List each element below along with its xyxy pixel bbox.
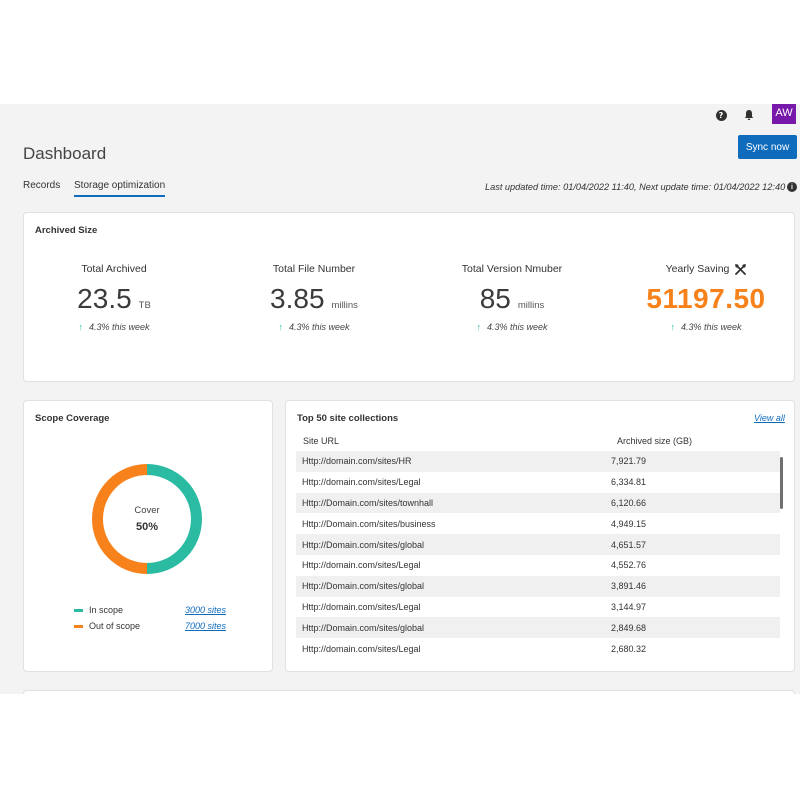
arrow-up-icon: ↑ bbox=[670, 322, 675, 332]
scope-donut-chart bbox=[92, 464, 202, 574]
legend-out-of-scope: Out of scope 7000 sites bbox=[74, 621, 234, 631]
table-row[interactable]: Http://Domain.com/sites/business 4,949.15 bbox=[296, 513, 780, 534]
scope-coverage-card: Scope Coverage Cover 50% In scope 3000 s… bbox=[23, 400, 273, 672]
metric-unit: millins bbox=[517, 300, 545, 311]
metric-value: 85 bbox=[479, 283, 511, 314]
page-title: Dashboard bbox=[23, 144, 107, 163]
tab-storage-optimization[interactable]: Storage optimization bbox=[74, 180, 166, 197]
archived-size-cell: 6,334.81 bbox=[611, 477, 647, 488]
question-circle-icon: ? bbox=[715, 109, 727, 121]
site-url-cell: Http://Domain.com/sites/global bbox=[302, 581, 425, 592]
archived-size-cell: 6,120.66 bbox=[611, 497, 647, 508]
arrow-up-icon: ↑ bbox=[78, 322, 83, 332]
site-url-cell: Http://Domain.com/sites/business bbox=[302, 518, 436, 529]
metric-value: 23.5 bbox=[77, 283, 132, 314]
metric-label: Yearly Saving bbox=[665, 263, 730, 275]
legend-swatch bbox=[74, 624, 83, 628]
site-url-cell: Http://domain.com/sites/HR bbox=[302, 456, 412, 467]
metric-value: 51197.50 bbox=[646, 283, 766, 314]
card-title: Archived Size bbox=[35, 225, 98, 236]
site-table-body: Http://domain.com/sites/HR 7,921.79 Http:/… bbox=[296, 451, 780, 659]
table-scrollbar[interactable] bbox=[780, 457, 783, 509]
table-row[interactable]: Http://domain.com/sites/HR 7,921.79 bbox=[296, 451, 780, 472]
metric-total-version-number: Total Version Nmuber 85 millins ↑ 4.3% th… bbox=[422, 263, 602, 332]
help-button[interactable]: ? bbox=[710, 104, 732, 126]
archived-size-cell: 2,849.68 bbox=[611, 622, 647, 633]
archived-size-cell: 3,144.97 bbox=[611, 601, 647, 612]
metric-total-archived: Total Archived 23.5 TB ↑ 4.3% this week bbox=[24, 263, 204, 332]
legend-label: In scope bbox=[89, 605, 124, 615]
metric-trend: 4.3% this week bbox=[680, 322, 742, 332]
donut-percentage: 50% bbox=[135, 521, 159, 533]
donut-center: Cover 50% bbox=[92, 464, 202, 574]
metric-unit: TB bbox=[138, 300, 151, 311]
legend-swatch bbox=[74, 608, 83, 612]
donut-label: Cover bbox=[134, 505, 160, 516]
table-row[interactable]: Http://Domain.com/sites/global 4,651.57 bbox=[296, 534, 780, 555]
card-title: Top 50 site collections bbox=[297, 413, 399, 424]
metric-trend: 4.3% this week bbox=[486, 322, 548, 332]
table-row[interactable]: Http://Domain.com/sites/global 2,849.68 bbox=[296, 617, 780, 639]
archived-size-cell: 4,552.76 bbox=[611, 560, 647, 571]
tab-records[interactable]: Records bbox=[23, 180, 61, 191]
sync-now-button[interactable]: Sync now bbox=[738, 135, 797, 159]
card-title: Scope Coverage bbox=[35, 413, 110, 424]
update-time-text: Last updated time: 01/04/2022 11:40, Nex… bbox=[485, 182, 786, 192]
info-icon[interactable]: i bbox=[787, 182, 797, 192]
table-row[interactable]: Http://Domain.com/sites/townhall 6,120.66 bbox=[296, 492, 780, 514]
in-scope-arc bbox=[146, 464, 202, 574]
site-url-cell: Http://domain.com/sites/Legal bbox=[302, 477, 421, 488]
site-url-cell: Http://Domain.com/sites/townhall bbox=[302, 497, 434, 508]
archived-size-cell: 4,651.57 bbox=[611, 539, 647, 550]
metric-trend: 4.3% this week bbox=[288, 322, 350, 332]
metric-label: Total Version Nmuber bbox=[461, 263, 563, 275]
in-scope-sites-link[interactable]: 3000 sites bbox=[185, 605, 227, 615]
legend-in-scope: In scope 3000 sites bbox=[74, 605, 234, 615]
archived-size-cell: 3,891.46 bbox=[611, 581, 647, 592]
column-header-site-url[interactable]: Site URL bbox=[303, 436, 340, 446]
out-of-scope-arc bbox=[92, 464, 148, 574]
metric-label: Total File Number bbox=[272, 263, 356, 275]
out-of-scope-sites-link[interactable]: 7000 sites bbox=[185, 621, 227, 631]
archived-size-cell: 7,921.79 bbox=[611, 456, 647, 467]
archived-size-cell: 4,949.15 bbox=[611, 518, 647, 529]
archived-size-cell: 2,680.32 bbox=[611, 643, 647, 654]
table-row[interactable]: Http://domain.com/sites/Legal 4,552.76 bbox=[296, 555, 780, 576]
metric-label: Total Archived bbox=[81, 263, 147, 275]
metric-value: 3.85 bbox=[270, 283, 325, 314]
table-row[interactable]: Http://domain.com/sites/Legal 2,680.32 bbox=[296, 638, 780, 659]
next-card bbox=[23, 690, 795, 694]
notifications-button[interactable] bbox=[738, 104, 760, 126]
arrow-up-icon: ↑ bbox=[278, 322, 283, 332]
metric-yearly-saving: Yearly Saving 51197.50 ↑ 4.3% this week bbox=[616, 263, 796, 332]
site-url-cell: Http://Domain.com/sites/global bbox=[302, 539, 425, 550]
table-row[interactable]: Http://domain.com/sites/Legal 6,334.81 bbox=[296, 472, 780, 493]
view-all-link[interactable]: View all bbox=[754, 413, 785, 423]
user-avatar[interactable]: AW bbox=[772, 104, 796, 124]
table-row[interactable]: Http://Domain.com/sites/global 3,891.46 bbox=[296, 575, 780, 597]
legend-label: Out of scope bbox=[89, 621, 141, 631]
metric-trend: 4.3% this week bbox=[88, 322, 150, 332]
site-url-cell: Http://Domain.com/sites/global bbox=[302, 622, 425, 633]
bell-icon bbox=[744, 110, 754, 120]
site-url-cell: Http://domain.com/sites/Legal bbox=[302, 601, 421, 612]
table-row[interactable]: Http://domain.com/sites/Legal 3,144.97 bbox=[296, 597, 780, 618]
dashboard-app: ? AW Dashboard Sync now Records Storage … bbox=[0, 104, 800, 694]
site-url-cell: Http://domain.com/sites/Legal bbox=[302, 560, 421, 571]
metric-unit: millins bbox=[331, 300, 358, 311]
tools-icon[interactable] bbox=[735, 263, 747, 275]
site-url-cell: Http://domain.com/sites/Legal bbox=[302, 643, 421, 654]
archived-size-card: Archived Size Total Archived 23.5 TB ↑ 4.… bbox=[23, 212, 795, 382]
arrow-up-icon: ↑ bbox=[476, 322, 481, 332]
column-header-archived-size[interactable]: Archived size (GB) bbox=[617, 436, 693, 446]
top-site-collections-card: Top 50 site collections View all Site UR… bbox=[285, 400, 795, 672]
metric-total-file-number: Total File Number 3.85 millins ↑ 4.3% thi… bbox=[224, 263, 404, 332]
